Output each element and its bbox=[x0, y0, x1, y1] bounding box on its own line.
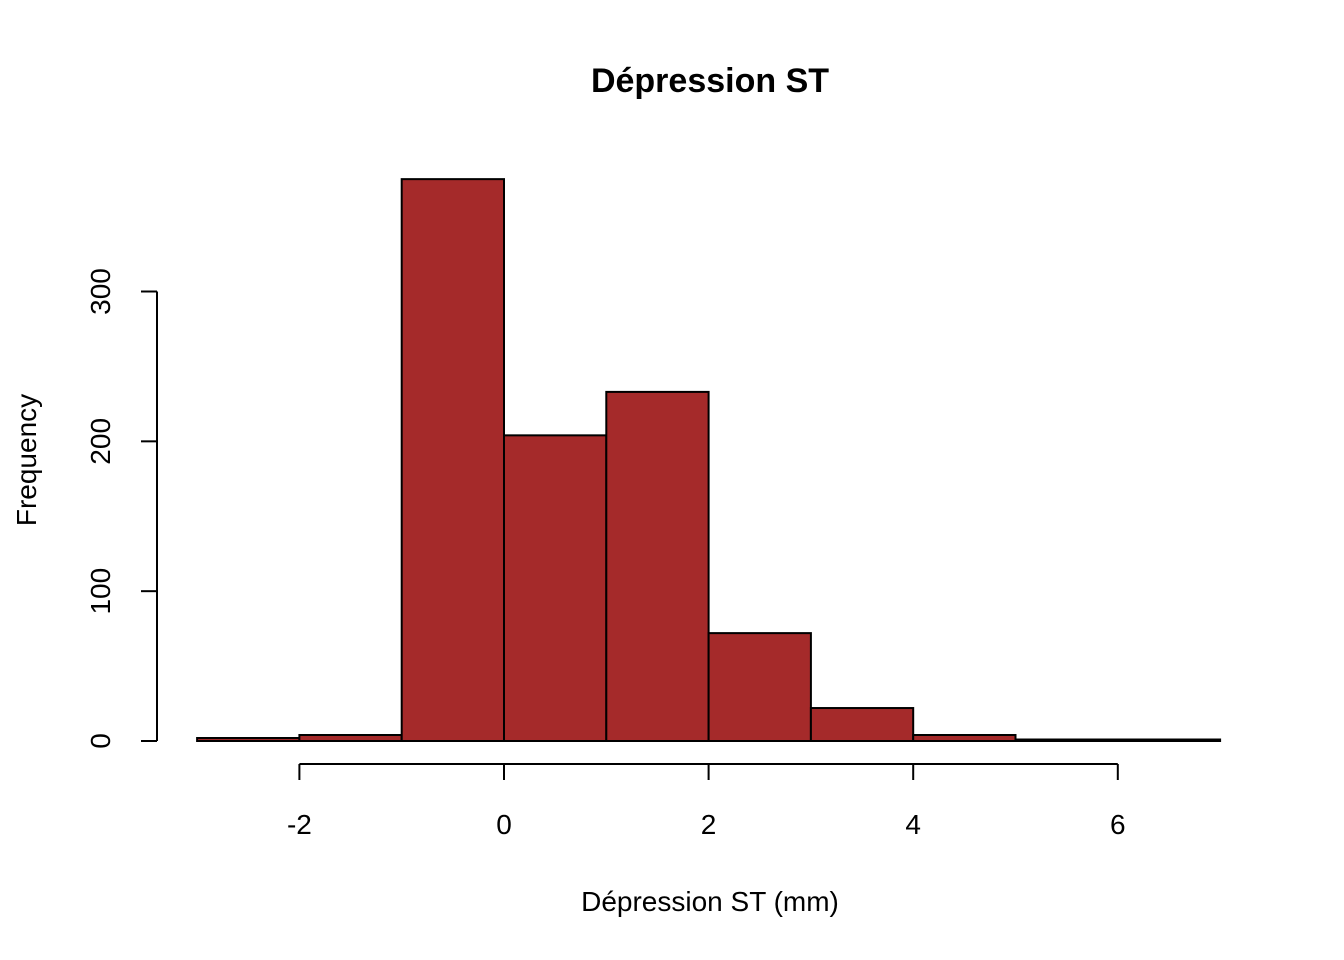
histogram-bar bbox=[1116, 738, 1222, 743]
x-tick-label: 6 bbox=[1110, 809, 1126, 840]
histogram-bar bbox=[298, 734, 403, 742]
histogram-bar bbox=[809, 707, 915, 743]
chart-title: Dépression ST bbox=[591, 62, 829, 100]
x-tick-label: 4 bbox=[905, 809, 921, 840]
histogram-bar bbox=[400, 178, 506, 742]
histogram-bar bbox=[503, 434, 608, 742]
histogram-bar bbox=[707, 632, 812, 742]
bars-group bbox=[196, 178, 1222, 743]
histogram-bar bbox=[912, 734, 1017, 742]
x-tick-label: -2 bbox=[287, 809, 312, 840]
y-tick-label: 0 bbox=[85, 733, 116, 749]
histogram-bar bbox=[605, 390, 710, 742]
y-tick-label: 300 bbox=[85, 268, 116, 315]
y-tick-label: 100 bbox=[85, 568, 116, 615]
histogram-bar bbox=[196, 737, 301, 743]
x-tick-label: 2 bbox=[701, 809, 717, 840]
x-axis: -2 0 2 4 6 bbox=[287, 763, 1126, 840]
x-axis-label: Dépression ST (mm) bbox=[581, 886, 839, 917]
y-tick-label: 200 bbox=[85, 418, 116, 465]
y-axis-label: Frequency bbox=[11, 394, 42, 526]
y-axis: 0 100 200 300 bbox=[85, 268, 158, 749]
histogram-bar bbox=[1014, 738, 1119, 743]
x-tick-label: 0 bbox=[496, 809, 512, 840]
